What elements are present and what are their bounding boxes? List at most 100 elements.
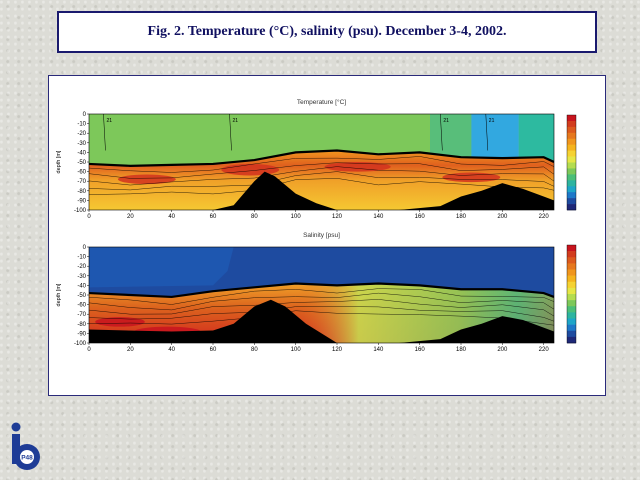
x-tick-label: 160 bbox=[415, 347, 426, 353]
x-tick-label: 100 bbox=[291, 214, 302, 220]
hot-spot bbox=[324, 162, 391, 172]
colorbar-swatch bbox=[567, 281, 576, 289]
x-tick-label: 100 bbox=[291, 347, 302, 353]
interface-contour bbox=[89, 282, 554, 299]
colorbar-swatch bbox=[567, 132, 576, 140]
y-tick-label: -60 bbox=[77, 303, 86, 309]
lower-salinity-patch bbox=[89, 247, 234, 288]
x-tick-label: 40 bbox=[168, 347, 175, 353]
y-tick-label: -80 bbox=[77, 189, 86, 195]
colorbar-swatch bbox=[567, 192, 576, 199]
contour-line bbox=[89, 166, 554, 186]
y-tick-label: -50 bbox=[77, 293, 86, 299]
x-tick-label: 180 bbox=[456, 214, 467, 220]
colorbar-swatch bbox=[567, 180, 576, 187]
y-tick-label: -30 bbox=[77, 274, 86, 280]
y-tick-label: -100 bbox=[74, 341, 87, 347]
colorbar-swatch bbox=[567, 162, 576, 169]
y-tick-label: -90 bbox=[77, 198, 86, 204]
colorbar-swatch bbox=[567, 312, 576, 319]
colorbar-swatch bbox=[567, 300, 576, 307]
institute-logo-icon: P48 bbox=[11, 422, 40, 470]
colorbar-swatch bbox=[567, 318, 576, 325]
y-axis-label: depth [m] bbox=[56, 150, 62, 173]
contour-line bbox=[89, 288, 554, 305]
colorbar-swatch bbox=[567, 186, 576, 193]
salinity-chart: Salinity [psu] 0 -10 -20 -30 -40 -50 -60 -70 -80 -… bbox=[56, 232, 577, 353]
y-tick-label: -80 bbox=[77, 322, 86, 328]
contour-line bbox=[89, 292, 554, 311]
y-tick-label: -70 bbox=[77, 312, 86, 318]
colorbar-swatch bbox=[567, 198, 576, 205]
x-tick-label: 80 bbox=[251, 347, 258, 353]
x-tick-label: 120 bbox=[332, 214, 343, 220]
surface-contour bbox=[440, 114, 443, 151]
surface-contour bbox=[103, 114, 106, 151]
figure-title: Fig. 2. Temperature (°C), salinity (psu)… bbox=[147, 24, 507, 39]
colorbar-swatch bbox=[567, 336, 576, 344]
plot-area bbox=[89, 247, 554, 343]
y-tick-label: -10 bbox=[77, 255, 86, 261]
chart-title: Temperature [°C] bbox=[297, 98, 346, 106]
y-tick-label: 0 bbox=[83, 245, 87, 251]
x-tick-label: 140 bbox=[373, 347, 384, 353]
hot-spot bbox=[117, 174, 176, 185]
x-tick-label: 120 bbox=[332, 347, 343, 353]
y-tick-label: -90 bbox=[77, 331, 86, 337]
deep-water-layer bbox=[89, 150, 554, 210]
colorbar-frame bbox=[566, 244, 577, 344]
colorbar-frame bbox=[566, 114, 577, 211]
colorbar-swatch bbox=[567, 144, 576, 151]
figure-title-box: Fig. 2. Temperature (°C), salinity (psu)… bbox=[57, 11, 597, 53]
colorbar-swatch bbox=[567, 126, 576, 134]
contour-label: 21 bbox=[233, 118, 239, 124]
contour-label: 21 bbox=[106, 118, 112, 124]
colorbar-swatch bbox=[567, 257, 576, 264]
y-tick-label: -20 bbox=[77, 131, 86, 137]
seabed bbox=[89, 171, 554, 210]
high-salinity-spot bbox=[95, 317, 145, 327]
colorbar-swatch bbox=[567, 174, 576, 181]
x-tick-label: 0 bbox=[87, 347, 91, 353]
figure-svg: 21 21 21 21 Temperature [°C] 0 -10 -20 -30 -40 -50… bbox=[56, 98, 577, 353]
contour-line bbox=[89, 299, 554, 317]
temperature-chart: 21 21 21 21 Temperature [°C] 0 -10 -20 -30 -40 -50… bbox=[56, 98, 577, 220]
colorbar-swatch bbox=[567, 150, 576, 157]
colorbar-swatch bbox=[567, 168, 576, 175]
colorbar-swatch bbox=[567, 330, 576, 338]
x-tick-label: 0 bbox=[87, 214, 91, 220]
x-tick-label: 20 bbox=[127, 347, 134, 353]
x-tick-label: 40 bbox=[168, 214, 175, 220]
colorbar-swatch bbox=[567, 275, 576, 283]
colorbar-swatch bbox=[567, 287, 576, 295]
x-tick-label: 180 bbox=[456, 347, 467, 353]
x-tick-label: 60 bbox=[210, 347, 217, 353]
x-tick-label: 60 bbox=[210, 214, 217, 220]
y-tick-label: -70 bbox=[77, 179, 86, 185]
y-tick-label: -50 bbox=[77, 160, 86, 166]
y-tick-label: -100 bbox=[74, 208, 87, 214]
colorbar-swatch bbox=[567, 294, 576, 301]
x-tick-label: 20 bbox=[127, 214, 134, 220]
colorbar-swatch bbox=[567, 245, 576, 252]
contour-label: 21 bbox=[443, 118, 449, 124]
colorbar-swatch bbox=[567, 156, 576, 163]
x-tick-label: 80 bbox=[251, 214, 258, 220]
y-tick-label: -60 bbox=[77, 170, 86, 176]
y-tick-label: 0 bbox=[83, 112, 87, 118]
contour-label: 21 bbox=[489, 118, 495, 124]
y-tick-label: -10 bbox=[77, 122, 86, 128]
hot-spot bbox=[221, 163, 280, 176]
x-tick-label: 160 bbox=[415, 214, 426, 220]
x-tick-label: 220 bbox=[539, 214, 550, 220]
contour-line bbox=[89, 156, 554, 173]
surface-contour bbox=[485, 114, 489, 151]
institute-logo: P48 bbox=[6, 421, 42, 473]
chart-title: Salinity [psu] bbox=[303, 232, 340, 239]
contour-line bbox=[89, 171, 554, 191]
colorbar-swatch bbox=[567, 324, 576, 332]
colorbar-swatch bbox=[567, 269, 576, 276]
colorbar-swatch bbox=[567, 138, 576, 145]
x-tick-label: 200 bbox=[497, 347, 508, 353]
y-tick-label: -20 bbox=[77, 264, 86, 270]
